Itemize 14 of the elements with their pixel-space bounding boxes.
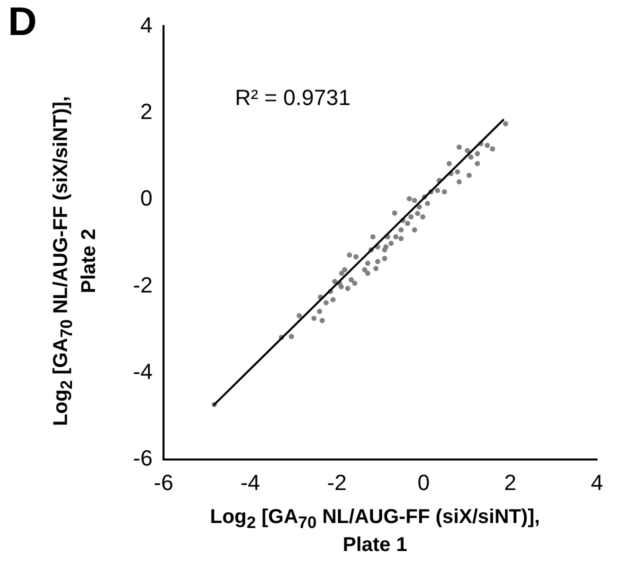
x-axis-title: Log$_{2}$ [GA$_{70}$ NL/AUG-FF (siX/siNT)], Plate 1 [209, 505, 541, 557]
y-tick-label: 2 [140, 98, 153, 124]
x-tick-label: 4 [590, 470, 604, 495]
x-tick-label: -4 [240, 470, 260, 495]
x-tick-label: -2 [327, 470, 347, 495]
annotation: R² = 0.9731 [235, 85, 351, 111]
y-tick-label: -4 [133, 358, 153, 384]
x-tick-label: 2 [504, 470, 516, 495]
x-tick-label: 0 [418, 470, 430, 495]
chart-title: D [8, 0, 37, 45]
y-tick-label: 4 [140, 12, 153, 38]
y-tick-label: -2 [133, 272, 153, 298]
y-tick-label: 0 [140, 186, 153, 211]
y-tick-label: -6 [133, 446, 153, 471]
